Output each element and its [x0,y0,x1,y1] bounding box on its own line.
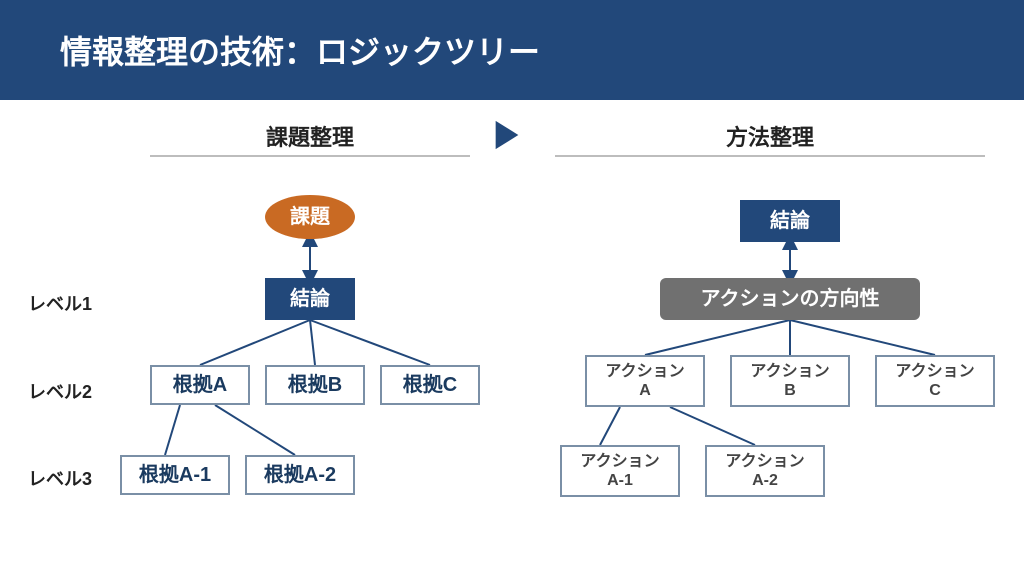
right-level3-node-0: アクションA-1 [560,445,680,497]
section-title-left-text: 課題整理 [266,125,354,150]
right-root-node: 結論 [740,200,840,242]
left-level3-node-0: 根拠A-1 [120,455,230,495]
level-3-label: レベル3 [28,465,92,491]
level-1-label: レベル1 [28,290,92,316]
right-level2-node-1: アクションB [730,355,850,407]
connector-layer [0,100,1024,576]
right-level1-node: アクションの方向性 [660,278,920,320]
section-title-left: 課題整理 [150,120,470,152]
section-title-right-text: 方法整理 [726,125,814,150]
right-level2-node-2: アクションC [875,355,995,407]
underline-left [150,155,470,157]
header-title: 情報整理の技術：ロジックツリー [60,27,540,73]
left-level2-node-1: 根拠B [265,365,365,405]
level-2-label: レベル2 [28,378,92,404]
left-level2-node-2: 根拠C [380,365,480,405]
header-bar: 情報整理の技術：ロジックツリー [0,0,1024,100]
left-root-node: 課題 [265,195,355,239]
right-level2-node-0: アクションA [585,355,705,407]
right-level3-node-1: アクションA-2 [705,445,825,497]
left-level2-node-0: 根拠A [150,365,250,405]
left-level3-node-1: 根拠A-2 [245,455,355,495]
underline-right [555,155,985,157]
diagram-area: 課題整理 方法整理 レベル1 レベル2 レベル3 課題結論根拠A根拠B根拠C根拠… [0,100,1024,576]
section-arrow-icon [490,118,524,160]
section-title-right: 方法整理 [555,120,985,152]
left-level1-node: 結論 [265,278,355,320]
